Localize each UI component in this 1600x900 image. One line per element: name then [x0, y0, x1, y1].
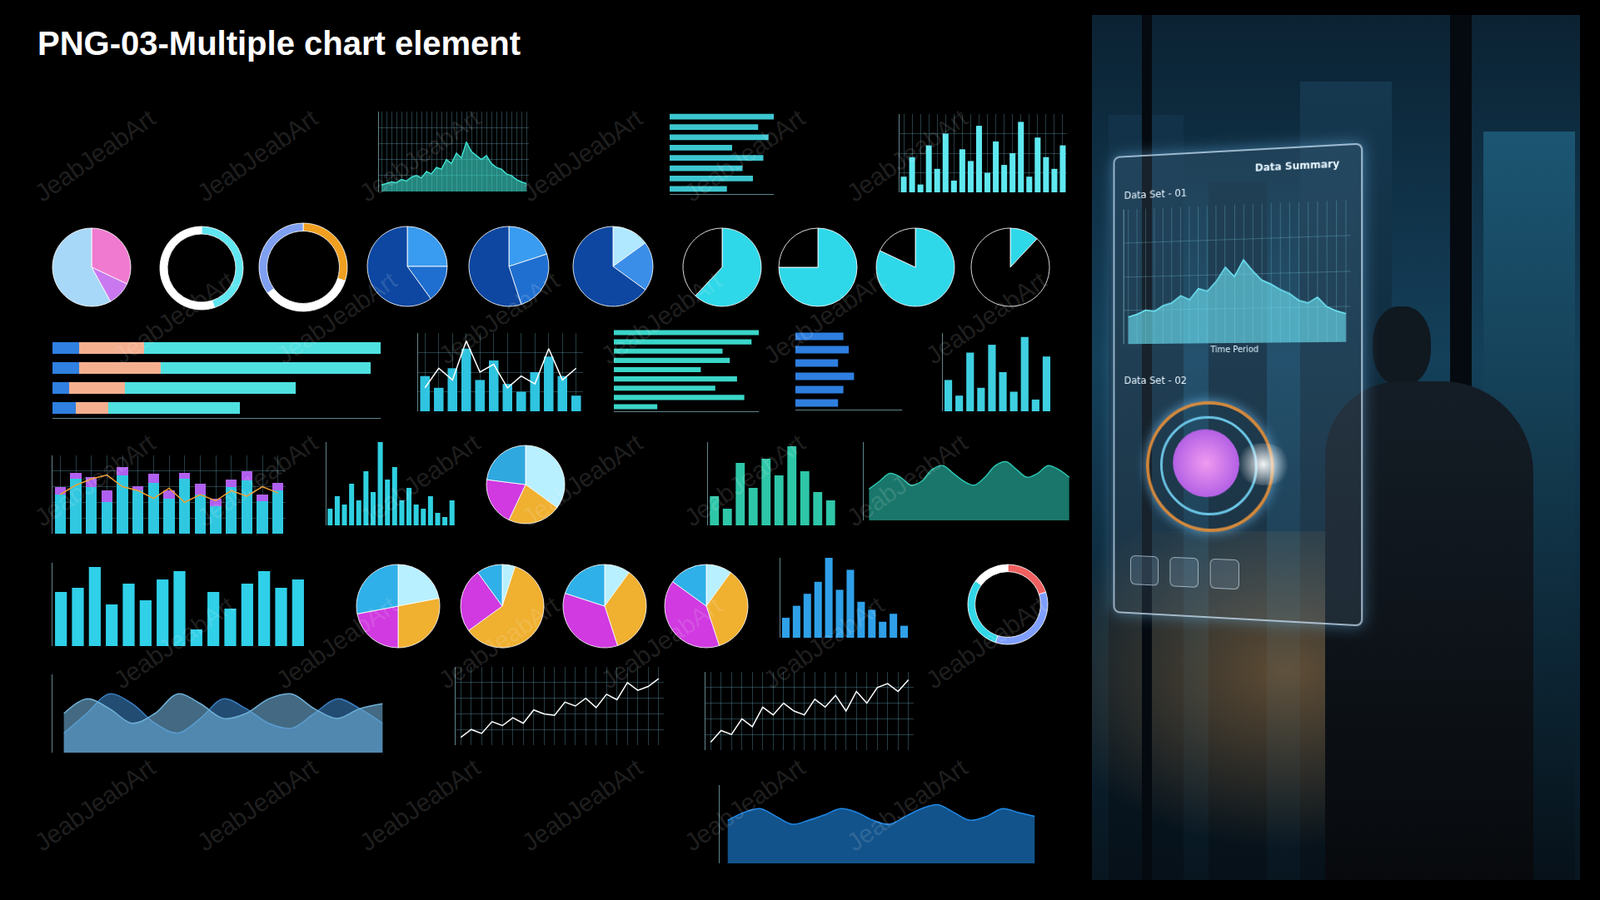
html-text:JeabJeabArt: JeabJeabArt — [108, 591, 240, 695]
html-text:JeabJeabArt: JeabJeabArt — [29, 103, 161, 207]
html-text:JeabJeabArt: JeabJeabArt — [516, 428, 648, 532]
html-text:JeabJeabArt: JeabJeabArt — [354, 428, 486, 532]
html-text:JeabJeabArt: JeabJeabArt — [191, 103, 323, 207]
html-text:JeabJeabArt: JeabJeabArt — [679, 428, 810, 532]
html-text:JeabJeabArt: JeabJeabArt — [595, 591, 727, 695]
html-text:Data Set - 01: Data Set - 01 — [1124, 187, 1187, 202]
html-text:PNG-03-Multiple chart element: PNG-03-Multiple chart element — [37, 24, 521, 62]
html-text:Data Set - 02: Data Set - 02 — [1124, 374, 1187, 387]
html-text:JeabJeabArt: JeabJeabArt — [758, 266, 890, 370]
html-text:JeabJeabArt: JeabJeabArt — [758, 591, 890, 695]
html-text:JeabJeabArt: JeabJeabArt — [354, 753, 486, 857]
html-text:JeabJeabArt: JeabJeabArt — [679, 753, 810, 857]
html-text:JeabJeabArt: JeabJeabArt — [191, 753, 323, 857]
html-text:JeabJeabArt: JeabJeabArt — [920, 266, 1052, 370]
html-text:JeabJeabArt: JeabJeabArt — [679, 103, 810, 207]
svg-text:Time Period: Time Period — [1209, 344, 1259, 355]
html-text:JeabJeabArt: JeabJeabArt — [271, 591, 402, 695]
html-text:JeabJeabArt: JeabJeabArt — [271, 266, 402, 370]
html-text:JeabJeabArt: JeabJeabArt — [595, 266, 727, 370]
html-text:JeabJeabArt: JeabJeabArt — [841, 103, 973, 207]
html-text:JeabJeabArt: JeabJeabArt — [29, 428, 161, 532]
html-text:JeabJeabArt: JeabJeabArt — [354, 103, 486, 207]
html-text:JeabJeabArt: JeabJeabArt — [516, 753, 648, 857]
html-text:JeabJeabArt: JeabJeabArt — [433, 591, 565, 695]
html-text:JeabJeabArt: JeabJeabArt — [516, 103, 648, 207]
html-text:JeabJeabArt: JeabJeabArt — [108, 266, 240, 370]
html-text:JeabJeabArt: JeabJeabArt — [433, 266, 565, 370]
html-text:JeabJeabArt: JeabJeabArt — [920, 591, 1052, 695]
html-text:JeabJeabArt: JeabJeabArt — [841, 753, 973, 857]
html-text:Data Summary: Data Summary — [1254, 157, 1340, 174]
html-text:JeabJeabArt: JeabJeabArt — [191, 428, 323, 532]
html-text:JeabJeabArt: JeabJeabArt — [29, 753, 161, 857]
html-text:JeabJeabArt: JeabJeabArt — [841, 428, 973, 532]
